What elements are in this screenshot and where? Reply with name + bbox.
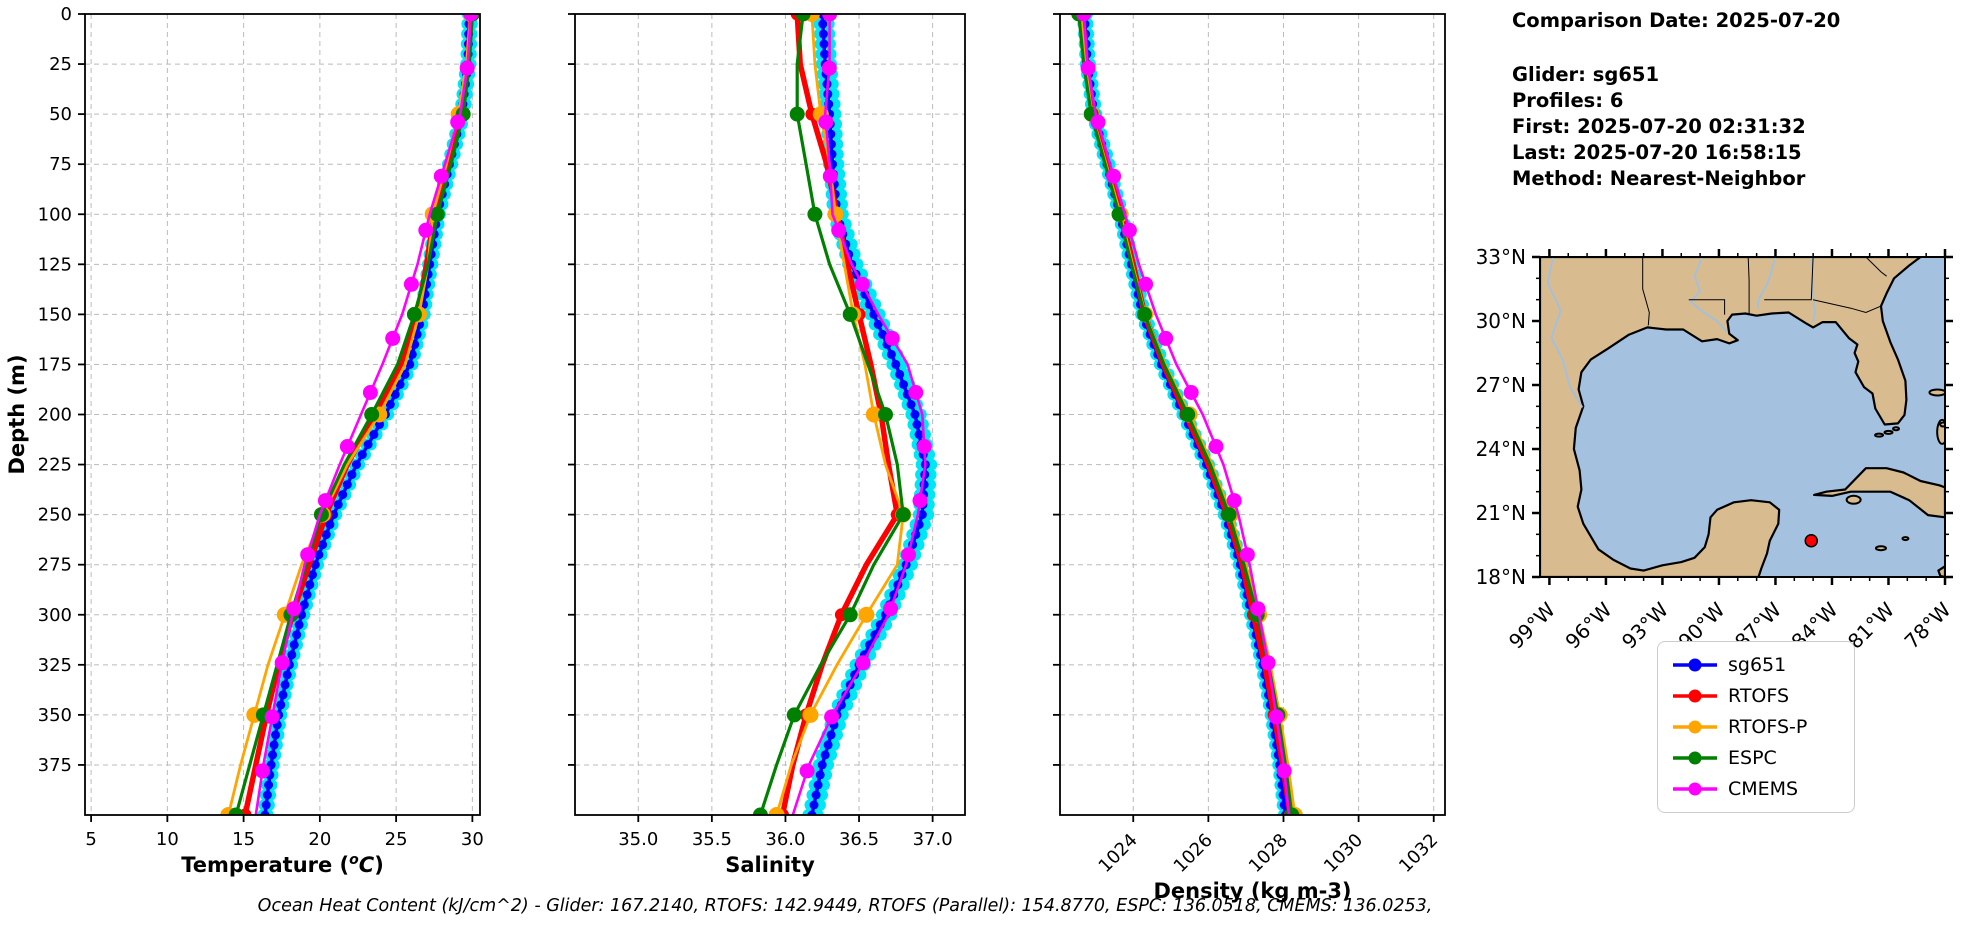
lon-tick-label: 96°W (1560, 597, 1616, 653)
legend-line-sample (1673, 782, 1717, 796)
svg-text:5: 5 (85, 829, 96, 850)
legend-line-sample (1673, 720, 1717, 734)
lon-tick-label: 78°W (1900, 597, 1956, 653)
glider-name-text: Glider: sg651 (1512, 63, 1660, 86)
svg-text:30: 30 (461, 829, 484, 850)
svg-text:200: 200 (38, 405, 72, 426)
svg-text:25: 25 (385, 829, 408, 850)
lat-tick-label: 24°N (1476, 437, 1526, 461)
axis-ticks: 5 10 15 20 25 3002550751001251501752002252502… (38, 4, 484, 850)
lat-tick-label: 21°N (1476, 501, 1526, 525)
lat-tick-label: 30°N (1476, 309, 1526, 333)
legend-label: ESPC (1728, 747, 1777, 769)
svg-text:0: 0 (61, 4, 72, 25)
svg-text:75: 75 (49, 154, 72, 175)
svg-text:35.5: 35.5 (692, 829, 732, 850)
svg-text:37.0: 37.0 (913, 829, 953, 850)
legend-label: RTOFS (1728, 685, 1790, 707)
glider-location-marker (1804, 533, 1819, 548)
chart-salinity: 35.0 35.5 36.0 36.5 37.0 Salinity (568, 13, 966, 877)
svg-text:150: 150 (38, 304, 72, 325)
svg-text:36.0: 36.0 (765, 829, 805, 850)
legend-line-sample (1673, 658, 1717, 672)
legend-item-rtofs-p: RTOFS-P (1672, 716, 1840, 738)
legend-label: sg651 (1728, 654, 1787, 676)
info-spacer (1512, 34, 1840, 62)
svg-text:300: 300 (38, 605, 72, 626)
chart-temperature---c-: 5 10 15 20 25 3002550751001251501752002252502… (38, 4, 484, 877)
svg-text:100: 100 (38, 204, 72, 225)
svg-text:125: 125 (38, 254, 72, 275)
ocean-heat-content-caption: Ocean Heat Content (kJ/cm^2) - Glider: 1… (257, 896, 1433, 916)
svg-text:20: 20 (308, 829, 331, 850)
svg-text:78°W: 78°W (1900, 597, 1956, 653)
axis-ticks: 35.0 35.5 36.0 36.5 37.0 (568, 13, 953, 850)
land-polygons (1540, 257, 1945, 577)
lat-tick-label: 27°N (1476, 373, 1526, 397)
svg-text:375: 375 (38, 755, 72, 776)
svg-text:15: 15 (232, 829, 255, 850)
espc-series (752, 14, 911, 815)
method-text: Method: Nearest-Neighbor (1512, 167, 1806, 190)
comparison-date-text: Comparison Date: 2025-07-20 (1512, 9, 1841, 32)
lat-tick-label: 33°N (1476, 245, 1526, 269)
legend-line-sample (1673, 751, 1717, 765)
svg-text:99°W: 99°W (1504, 597, 1560, 653)
legend-label: CMEMS (1728, 778, 1799, 800)
svg-text:50: 50 (49, 104, 72, 125)
svg-text:36.5: 36.5 (839, 829, 879, 850)
cmems-series (1076, 14, 1292, 815)
svg-text:35.0: 35.0 (618, 829, 658, 850)
temperature-axis-label: Temperature (oC) (181, 852, 384, 877)
profiles-count-text: Profiles: 6 (1512, 89, 1624, 112)
legend-item-sg651: sg651 (1672, 654, 1840, 676)
map-group: 33°N30°N27°N24°N21°N18°N99°W 96°W 93°W 90°W… (1476, 245, 1956, 654)
first-profile-time-text: First: 2025-07-20 02:31:32 (1512, 115, 1806, 138)
svg-text:175: 175 (38, 354, 72, 375)
legend-label: RTOFS-P (1728, 716, 1808, 738)
info-panel: Comparison Date: 2025-07-20 Glider: sg65… (1512, 8, 1840, 192)
svg-text:96°W: 96°W (1560, 597, 1616, 653)
legend-item-rtofs: RTOFS (1672, 685, 1840, 707)
legend-item-cmems: CMEMS (1672, 778, 1840, 800)
lon-tick-label: 99°W (1504, 597, 1560, 653)
svg-text:275: 275 (38, 555, 72, 576)
axis-label: Salinity (725, 853, 815, 877)
cmems-series (791, 14, 932, 815)
legend: sg651 RTOFS RTOFS-P ESPC CMEMS (1657, 641, 1855, 813)
axis-label: Density (kg m-3) (1153, 879, 1351, 903)
cmems-series (254, 14, 479, 815)
lat-tick-label: 18°N (1476, 565, 1526, 589)
svg-text:225: 225 (38, 455, 72, 476)
svg-text:350: 350 (38, 705, 72, 726)
svg-text:250: 250 (38, 505, 72, 526)
state-borders (1642, 257, 1887, 326)
last-profile-time-text: Last: 2025-07-20 16:58:15 (1512, 141, 1802, 164)
legend-item-espc: ESPC (1672, 747, 1840, 769)
svg-text:10: 10 (156, 829, 179, 850)
svg-text:325: 325 (38, 655, 72, 676)
legend-line-sample (1673, 689, 1717, 703)
svg-text:25: 25 (49, 54, 72, 75)
depth-axis-label: Depth (m) (5, 354, 29, 474)
